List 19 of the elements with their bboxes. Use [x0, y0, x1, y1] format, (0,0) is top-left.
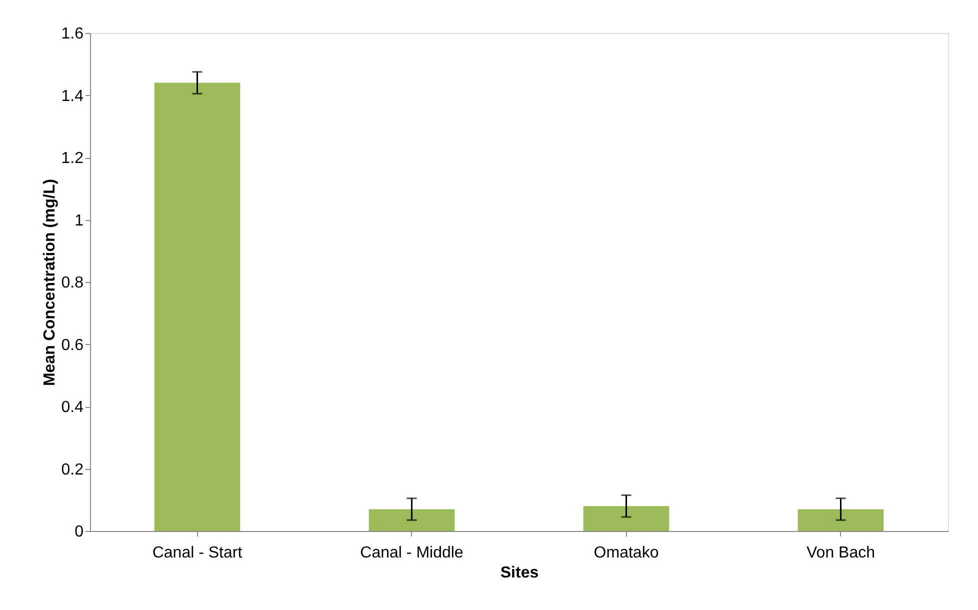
x-axis-title: Sites: [500, 564, 539, 582]
bar: [154, 82, 240, 531]
y-tick-label: 0.4: [61, 399, 84, 416]
y-tick-label: 1: [74, 212, 84, 230]
y-tick-label: 0: [74, 524, 84, 540]
bar: [583, 506, 670, 531]
y-tick-label: 1.2: [61, 150, 84, 167]
bar: [798, 509, 884, 531]
x-tick-label: Omatako: [594, 544, 659, 562]
y-tick-label: 0.2: [61, 461, 84, 478]
y-axis-title: Mean Concentration (mg/L): [41, 178, 58, 386]
bar: [368, 509, 455, 531]
y-tick-label: 1.4: [61, 88, 84, 105]
y-tick-label: 0.6: [61, 336, 84, 354]
y-tick-label: 0.8: [61, 274, 84, 292]
x-tick-label: Von Bach: [806, 544, 875, 562]
x-tick-label: Canal - Start: [152, 544, 243, 562]
y-tick-label: 1.6: [61, 26, 84, 42]
x-tick-label: Canal - Middle: [360, 544, 464, 562]
